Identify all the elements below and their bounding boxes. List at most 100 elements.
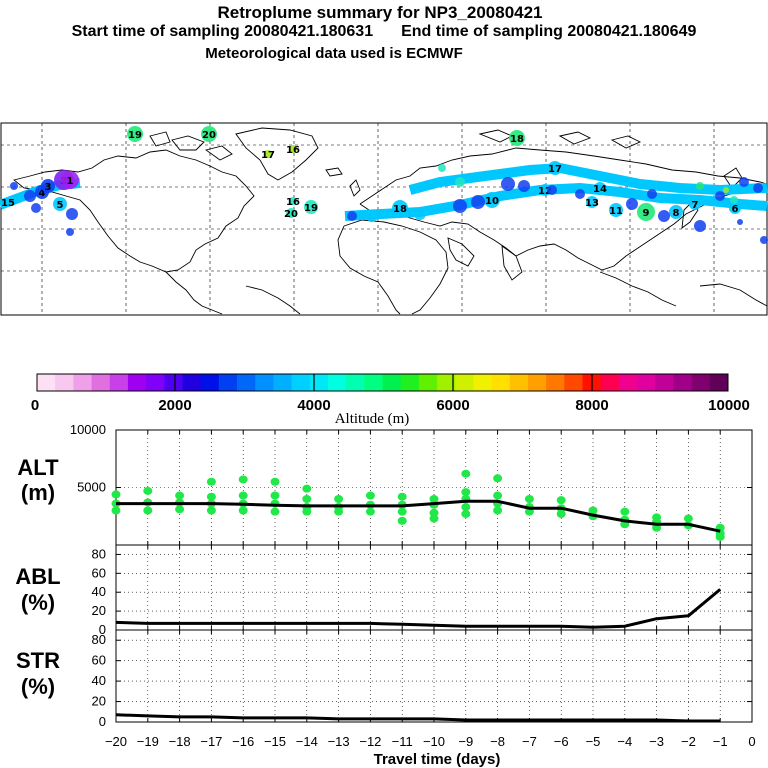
- sampling-times: Start time of sampling 20080421.180631 En…: [0, 23, 768, 41]
- x-tick-label: −9: [458, 734, 473, 749]
- map-marker: 8: [669, 205, 683, 219]
- x-tick-label: −16: [232, 734, 254, 749]
- map-marker-label: 16: [286, 145, 300, 156]
- colorbar-swatch: [218, 374, 238, 391]
- colorbar-swatch: [237, 374, 256, 391]
- altitude-point: [365, 507, 375, 516]
- map-marker-dot: [286, 208, 296, 218]
- map-marker: 7: [689, 198, 701, 211]
- colorbar-swatch: [164, 374, 183, 391]
- map-marker: 16: [286, 197, 300, 208]
- altitude-point: [493, 506, 503, 515]
- altitude-point: [302, 507, 312, 516]
- colorbar-swatch: [291, 374, 311, 391]
- x-tick-label: 0: [748, 734, 755, 749]
- map-marker-label: 20: [284, 209, 298, 220]
- map-marker-dot: [729, 202, 741, 214]
- map-marker-label: 10: [485, 196, 499, 207]
- map-marker-label: 6: [732, 204, 739, 215]
- map-marker-dot: [289, 197, 297, 205]
- plume-dot: [455, 177, 465, 187]
- altitude-point: [111, 506, 121, 515]
- x-tick-label: −10: [423, 734, 445, 749]
- altitude-point: [429, 514, 439, 523]
- map-marker-label: 8: [673, 208, 680, 219]
- plume-dot: [575, 189, 585, 199]
- colorbar-swatch: [327, 374, 347, 391]
- map-marker: 19: [127, 126, 143, 142]
- y-tick-label: 40: [92, 673, 106, 688]
- map-marker-label: 5: [57, 200, 64, 211]
- plume-dot: [347, 211, 357, 221]
- colorbar-swatch: [546, 374, 565, 391]
- map-marker-label: 17: [261, 150, 275, 161]
- altitude-point: [461, 509, 471, 518]
- colorbar-swatch: [37, 374, 56, 391]
- map-frame: [0, 122, 768, 316]
- altitude-point: [556, 496, 566, 505]
- y-tick-label: 20: [92, 603, 106, 618]
- map-marker-dot: [53, 197, 67, 211]
- altitude-point: [683, 514, 693, 523]
- colorbar-swatch: [73, 374, 92, 391]
- plume-dot: [737, 219, 743, 225]
- colorbar-swatch: [182, 374, 202, 391]
- plume-markers: 1920181716192016151817141312111098765432…: [1, 126, 768, 244]
- met-data-note: Meteorological data used is ECMWF: [205, 45, 463, 62]
- colorbar-swatch: [655, 374, 674, 391]
- map-marker-label: 19: [304, 203, 318, 214]
- altitude-point: [111, 490, 121, 499]
- map-marker-label: 16: [286, 197, 300, 208]
- series-line: [115, 588, 722, 629]
- colorbar-swatch: [400, 374, 420, 391]
- plume-dot: [366, 210, 378, 222]
- map-marker-dot: [548, 161, 562, 175]
- altitude-point: [715, 532, 725, 541]
- altitude-point: [270, 491, 280, 500]
- x-tick-label: −19: [137, 734, 159, 749]
- plume-dot: [501, 177, 515, 191]
- map-marker-label: 11: [609, 206, 623, 217]
- x-tick-label: −8: [490, 734, 505, 749]
- map-marker: 15: [1, 197, 15, 209]
- colorbar-swatch: [127, 374, 147, 391]
- colorbar-tick-label: 2000: [158, 397, 191, 414]
- plume-dot: [438, 164, 446, 172]
- map-marker: 9: [637, 203, 655, 221]
- x-tick-label: −18: [169, 734, 191, 749]
- plume-dot: [10, 182, 18, 190]
- plume-dot: [647, 189, 657, 199]
- x-tick-label: −5: [586, 734, 601, 749]
- altitude-point: [143, 506, 153, 515]
- altitude-point: [206, 506, 216, 515]
- map-marker-label: 4: [39, 188, 46, 199]
- altitude-point: [397, 492, 407, 501]
- x-tick-label: −15: [264, 734, 286, 749]
- map-marker: 19: [304, 200, 318, 214]
- altitude-point: [461, 503, 471, 512]
- map-marker-dot: [509, 130, 525, 146]
- map-marker-label: 20: [202, 130, 216, 141]
- colorbar-swatch: [691, 374, 711, 391]
- colorbar-swatch: [473, 374, 493, 391]
- map-marker-dot: [637, 203, 655, 221]
- plume-dot: [518, 180, 530, 192]
- x-tick-label: −14: [296, 734, 318, 749]
- y-tick-label: 5000: [77, 480, 106, 495]
- altitude-point: [143, 486, 153, 495]
- x-tick-label: −3: [649, 734, 664, 749]
- retroplume-map: 1920181716192016151817141312111098765432…: [0, 122, 768, 316]
- map-marker-dot: [264, 150, 272, 158]
- colorbar-swatch: [255, 374, 274, 391]
- altitude-point: [556, 509, 566, 518]
- panel-label: ABL: [15, 564, 60, 589]
- plume-dot: [694, 220, 706, 232]
- altitude-point: [493, 491, 503, 500]
- map-marker-label: 15: [1, 198, 15, 209]
- x-tick-label: −12: [359, 734, 381, 749]
- plume-dot: [739, 177, 749, 187]
- map-marker: 18: [392, 200, 408, 216]
- panel-frame: [115, 629, 753, 723]
- altitude-point: [206, 492, 216, 501]
- altitude-point: [429, 508, 439, 517]
